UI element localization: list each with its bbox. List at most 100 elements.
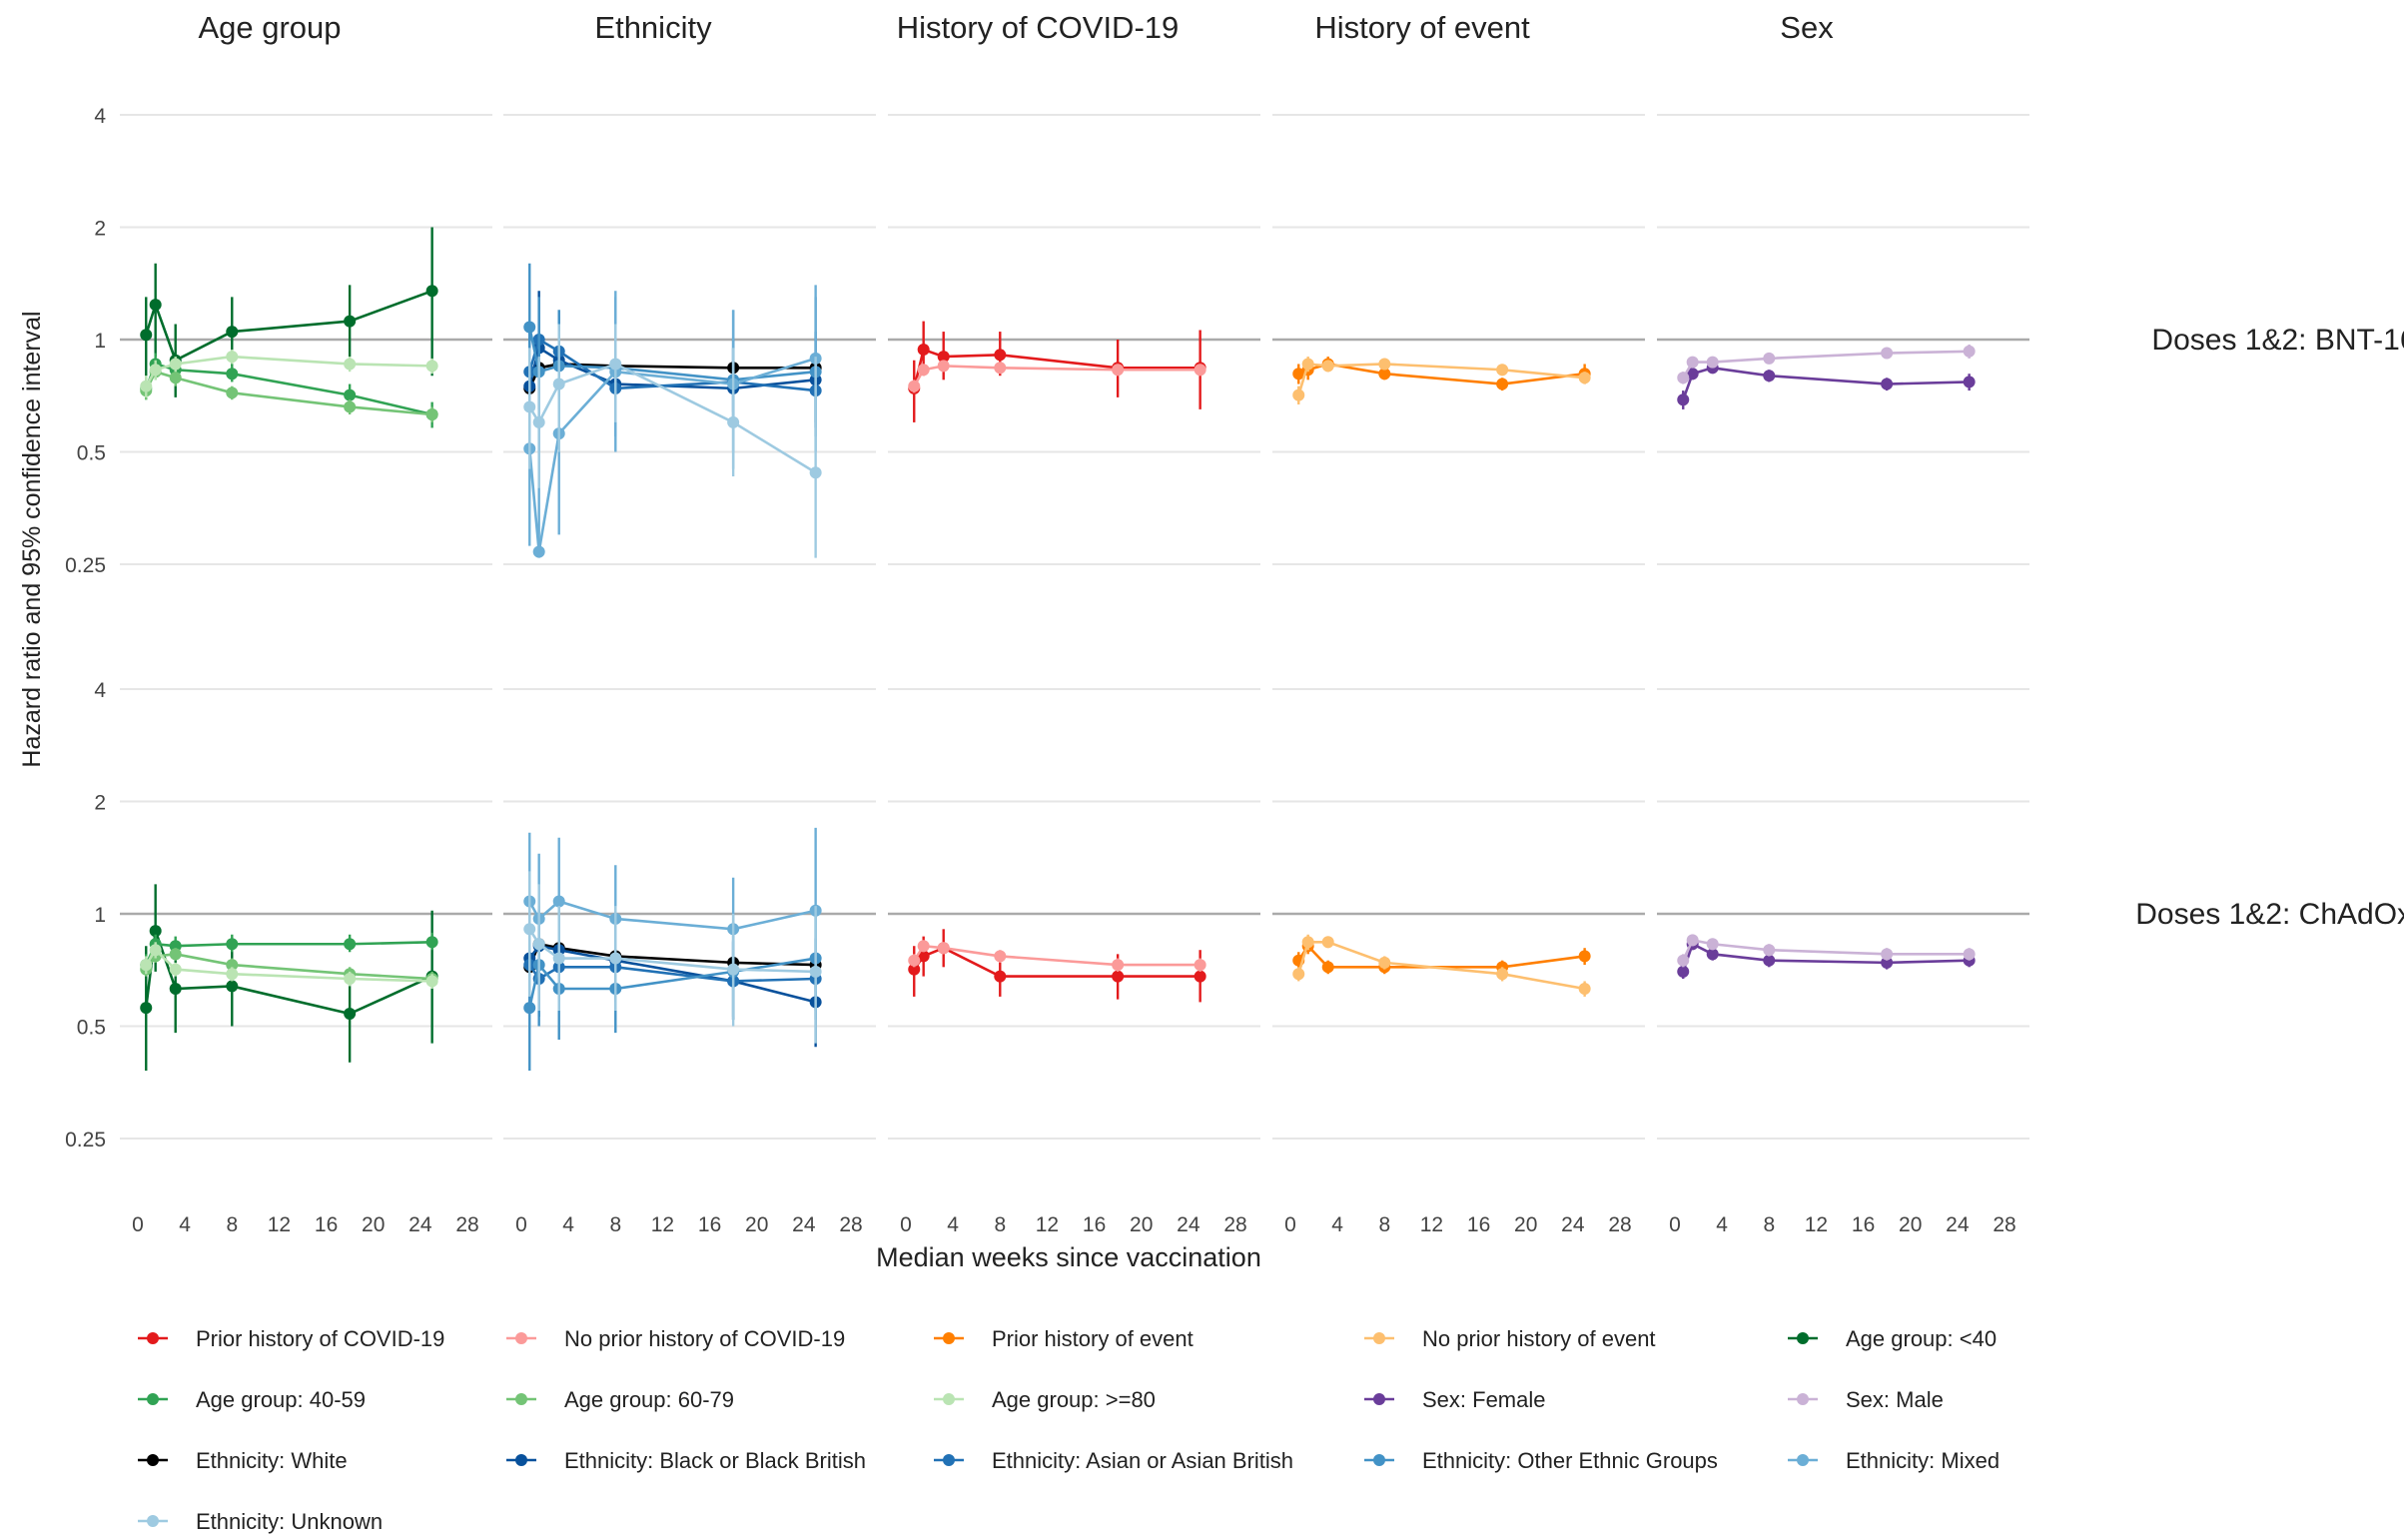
data-point (226, 968, 239, 981)
data-point (344, 358, 357, 371)
data-point (1686, 356, 1699, 369)
data-point (994, 362, 1007, 375)
data-point (809, 965, 822, 978)
legend-label: Age group: <40 (1846, 1326, 1997, 1351)
y-tick-label: 4 (94, 679, 106, 702)
legend-swatch-dot (943, 1393, 955, 1405)
data-point (727, 415, 740, 428)
x-tick-label: 4 (562, 1213, 574, 1236)
series-line (527, 357, 817, 552)
legend-swatch-dot (1797, 1332, 1809, 1344)
x-tick-label: 16 (698, 1213, 721, 1236)
y-tick-label: 0.5 (77, 1017, 106, 1040)
legend-item[interactable]: Ethnicity: Other Ethnic Groups (1364, 1448, 1718, 1473)
x-tick-label: 28 (455, 1213, 478, 1236)
legend-label: No prior history of COVID-19 (564, 1326, 845, 1351)
data-point (1881, 948, 1894, 961)
data-point (169, 948, 182, 961)
x-tick-label: 0 (1669, 1213, 1681, 1236)
y-tick-label: 0.5 (77, 442, 106, 465)
legend-label: Sex: Male (1846, 1387, 1944, 1412)
data-point (1686, 368, 1699, 381)
x-tick-label: 8 (609, 1213, 621, 1236)
y-tick-label: 2 (94, 218, 106, 241)
legend-item[interactable]: Age group: 60-79 (506, 1387, 734, 1412)
data-point (532, 415, 545, 428)
data-point (149, 944, 162, 957)
x-tick-label: 8 (1378, 1213, 1390, 1236)
data-point (1677, 954, 1690, 967)
legend-swatch-dot (147, 1454, 159, 1466)
data-point (1194, 364, 1206, 377)
data-point (226, 368, 239, 381)
y-tick-label: 0.25 (65, 554, 106, 577)
data-point (1112, 364, 1125, 377)
x-tick-label: 20 (1130, 1213, 1153, 1236)
data-point (532, 938, 545, 951)
legend-item[interactable]: Prior history of COVID-19 (138, 1326, 444, 1351)
data-point (1881, 956, 1894, 969)
axes: Age group Ethnicity History of COVID-19 His… (65, 10, 2404, 1236)
x-tick-label: 24 (1561, 1213, 1585, 1236)
data-point (1706, 938, 1719, 951)
data-point (1292, 968, 1305, 981)
column-header: History of COVID-19 (897, 10, 1180, 45)
data-point (532, 545, 545, 558)
legend-label: No prior history of event (1422, 1326, 1656, 1351)
y-tick-label: 0.25 (65, 1129, 106, 1152)
series-line (913, 946, 1201, 978)
legend-swatch-dot (147, 1515, 159, 1527)
data-point (1963, 948, 1976, 961)
series-line (528, 964, 816, 983)
data-point (1112, 970, 1125, 983)
row-label: Doses 1&2: ChAdOx1 (2135, 898, 2404, 931)
data-point (226, 938, 239, 951)
legend-item[interactable]: Ethnicity: Asian or Asian British (934, 1448, 1293, 1473)
series-line (913, 365, 1201, 387)
x-tick-label: 20 (745, 1213, 768, 1236)
legend-item[interactable]: No prior history of COVID-19 (506, 1326, 845, 1351)
data-point (1112, 959, 1125, 972)
data-point (169, 372, 182, 385)
y-tick-label: 4 (94, 105, 106, 128)
data-point (908, 963, 921, 976)
data-point (994, 970, 1007, 983)
legend-item[interactable]: Sex: Male (1788, 1387, 1944, 1412)
data-point (1963, 345, 1976, 358)
y-tick-label: 1 (94, 330, 106, 353)
data-point (1321, 961, 1334, 974)
legend-item[interactable]: No prior history of event (1364, 1326, 1656, 1351)
data-point (1881, 347, 1894, 360)
row-label: Doses 1&2: BNT-162b2 (2151, 324, 2404, 357)
data-point (908, 954, 921, 967)
x-tick-label: 0 (132, 1213, 144, 1236)
data-point (1194, 959, 1206, 972)
legend-item[interactable]: Age group: >=80 (934, 1387, 1156, 1412)
legend-item[interactable]: Sex: Female (1364, 1387, 1546, 1412)
legend-item[interactable]: Ethnicity: White (138, 1448, 348, 1473)
data-point (149, 299, 162, 312)
x-tick-label: 24 (1177, 1213, 1201, 1236)
legend-swatch-dot (943, 1454, 955, 1466)
series-line (145, 940, 432, 966)
x-tick-label: 16 (1852, 1213, 1875, 1236)
data-point (1301, 936, 1314, 949)
data-point (937, 360, 950, 373)
data-point (1677, 372, 1690, 385)
legend[interactable]: Prior history of COVID-19 No prior histor… (138, 1326, 2000, 1534)
data-point (226, 386, 239, 399)
column-header: Sex (1780, 10, 1834, 45)
legend-item[interactable]: Ethnicity: Mixed (1788, 1448, 2000, 1473)
legend-item[interactable]: Age group: 40-59 (138, 1387, 366, 1412)
legend-item[interactable]: Ethnicity: Black or Black British (506, 1448, 866, 1473)
legend-item[interactable]: Ethnicity: Unknown (138, 1509, 383, 1534)
x-tick-label: 8 (994, 1213, 1006, 1236)
series-line (1297, 944, 1585, 969)
legend-label: Ethnicity: Other Ethnic Groups (1422, 1448, 1718, 1473)
column-header: Ethnicity (594, 10, 712, 45)
data-point (344, 388, 357, 401)
legend-item[interactable]: Prior history of event (934, 1326, 1194, 1351)
series-line (145, 370, 432, 416)
legend-item[interactable]: Age group: <40 (1788, 1326, 1997, 1351)
